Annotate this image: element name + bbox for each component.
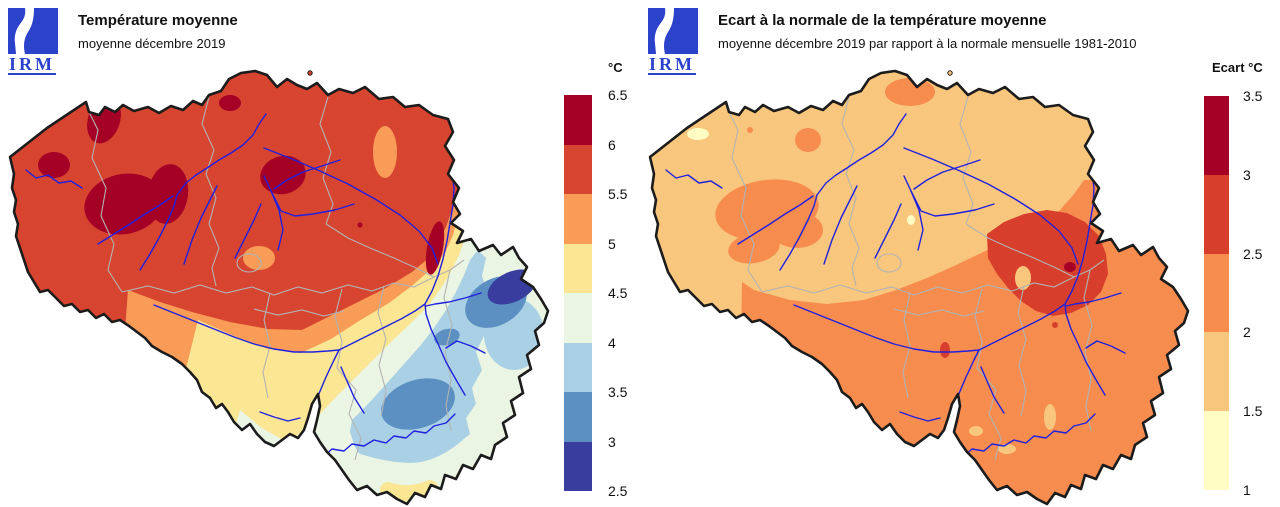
legend-cell — [564, 392, 592, 442]
legend-tick: 6 — [608, 136, 616, 153]
belgium-anomaly-map — [648, 69, 1190, 506]
belgium-temperature-map — [8, 69, 550, 506]
anomaly-regions — [650, 71, 1188, 504]
legend-cell — [564, 144, 592, 194]
legend-color-bar — [564, 95, 592, 491]
legend-cell — [1204, 411, 1229, 490]
panel-anomaly: IRM Ecart à la normale de la température… — [640, 0, 1280, 507]
panel-header: Ecart à la normale de la température moy… — [718, 12, 1258, 51]
temperature-legend: °C 6.5 6 5.5 5 4.5 4 3.5 3 2.5 — [564, 56, 659, 507]
legend-tick: 3 — [608, 433, 616, 450]
panel-header: Température moyenne moyenne décembre 201… — [78, 12, 618, 51]
legend-tick: 3 — [1243, 166, 1251, 183]
anomaly-legend: Ecart °C 3.5 3 2.5 2 1.5 1 — [1204, 56, 1280, 507]
legend-cell — [1204, 253, 1229, 333]
page-title: Ecart à la normale de la température moy… — [718, 12, 1047, 29]
legend-cell — [1204, 174, 1229, 254]
legend-tick: 2.5 — [608, 483, 628, 499]
legend-tick: 6.5 — [608, 87, 628, 103]
legend-unit-label: °C — [608, 60, 623, 75]
legend-cell — [1204, 96, 1229, 175]
irm-logo: IRM — [8, 8, 62, 75]
legend-cell — [564, 441, 592, 491]
legend-tick: 2 — [1243, 324, 1251, 341]
legend-cell — [564, 342, 592, 392]
page-title: Température moyenne — [78, 12, 238, 29]
enclave-dot — [307, 70, 313, 76]
legend-tick: 5.5 — [608, 186, 628, 202]
legend-cell — [564, 95, 592, 145]
page-subtitle: moyenne décembre 2019 par rapport à la n… — [718, 36, 1137, 51]
legend-tick: 4.5 — [608, 285, 628, 301]
legend-tick: 1 — [1243, 482, 1251, 498]
legend-tick: 4 — [608, 334, 616, 351]
legend-cell — [1204, 332, 1229, 412]
irm-logo-icon — [648, 8, 698, 54]
legend-cell — [564, 293, 592, 343]
enclave-dot — [947, 70, 953, 76]
legend-tick: 3.5 — [608, 384, 628, 400]
legend-tick: 5 — [608, 235, 616, 252]
legend-color-bar — [1204, 96, 1229, 490]
legend-tick: 2.5 — [1243, 245, 1263, 262]
irm-logo-text: IRM — [8, 54, 56, 75]
legend-cell — [564, 243, 592, 293]
legend-unit-label: Ecart °C — [1212, 60, 1263, 75]
panel-temperature: IRM Température moyenne moyenne décembre… — [8, 8, 627, 506]
temperature-regions — [10, 71, 548, 504]
irm-logo: IRM — [648, 8, 702, 75]
irm-logo-text: IRM — [648, 54, 696, 75]
legend-tick: 1.5 — [1243, 403, 1263, 420]
legend-cell — [564, 194, 592, 244]
legend-tick: 3.5 — [1243, 88, 1263, 104]
irm-logo-icon — [8, 8, 58, 54]
page-subtitle: moyenne décembre 2019 — [78, 36, 226, 51]
